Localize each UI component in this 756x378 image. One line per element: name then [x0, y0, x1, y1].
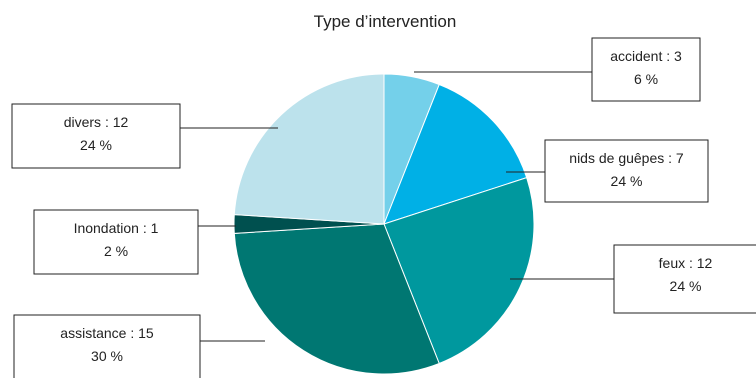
label-box	[13, 314, 201, 378]
chart-title: Type d’intervention	[314, 12, 457, 31]
slice-percent: 24 %	[80, 137, 112, 153]
slice-percent: 6 %	[634, 71, 658, 87]
pie-slice	[233, 73, 385, 225]
slice-percent: 30 %	[91, 348, 123, 364]
pie-slice	[233, 223, 440, 375]
slice-percent: 24 %	[670, 278, 702, 294]
label-box	[591, 37, 701, 102]
label-box	[11, 103, 181, 169]
label-box	[33, 209, 199, 275]
label-box	[613, 244, 756, 314]
pie-slice	[383, 177, 535, 365]
slice-label: feux : 12	[659, 255, 713, 271]
slice-label: assistance : 15	[60, 325, 154, 341]
pie-labels: accident : 3 6 % nids de guêpes : 7 24 % feu…	[11, 37, 756, 378]
slice-label: accident : 3	[610, 48, 682, 64]
pie-slices	[233, 73, 535, 375]
slice-label: nids de guêpes : 7	[569, 150, 684, 166]
slice-label: divers : 12	[64, 114, 129, 130]
label-box	[544, 139, 709, 203]
slice-percent: 2 %	[104, 243, 128, 259]
slice-label: Inondation : 1	[74, 220, 159, 236]
slice-percent: 24 %	[611, 173, 643, 189]
